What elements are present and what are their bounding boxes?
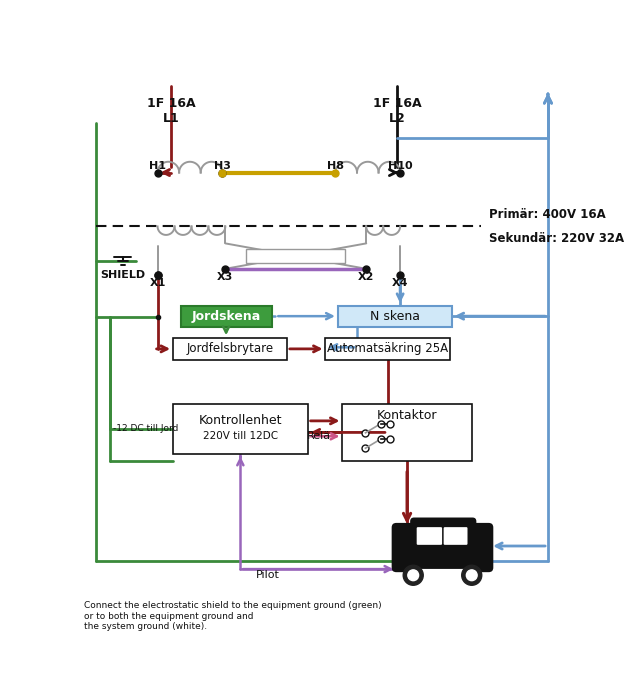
FancyBboxPatch shape xyxy=(325,338,450,360)
Text: Automatsäkring 25A: Automatsäkring 25A xyxy=(327,342,448,356)
Text: 220V till 12DC: 220V till 12DC xyxy=(203,431,278,441)
Text: Jordfelsbrytare: Jordfelsbrytare xyxy=(186,342,274,356)
FancyBboxPatch shape xyxy=(416,527,442,545)
Text: X4: X4 xyxy=(392,278,408,288)
FancyBboxPatch shape xyxy=(444,527,468,545)
FancyBboxPatch shape xyxy=(173,338,287,360)
Circle shape xyxy=(466,570,477,581)
Text: H1: H1 xyxy=(149,162,166,172)
FancyBboxPatch shape xyxy=(392,523,494,572)
Text: Connect the electrostatic shield to the equipment ground (green)
or to both the : Connect the electrostatic shield to the … xyxy=(85,601,382,631)
FancyBboxPatch shape xyxy=(337,306,452,326)
Text: 1F 16A
L1: 1F 16A L1 xyxy=(147,97,196,125)
FancyBboxPatch shape xyxy=(343,403,471,461)
Text: SHIELD: SHIELD xyxy=(100,270,145,280)
Text: Kontaktor: Kontaktor xyxy=(377,410,437,422)
Text: N skena: N skena xyxy=(370,309,420,323)
Text: H8: H8 xyxy=(327,162,344,172)
Text: 1F 16A
L2: 1F 16A L2 xyxy=(373,97,422,125)
Text: Sekundär: 220V 32A: Sekundär: 220V 32A xyxy=(489,232,624,244)
Text: Pilot: Pilot xyxy=(256,570,279,580)
Text: X1: X1 xyxy=(149,278,166,288)
Text: Relä: Relä xyxy=(307,431,331,441)
FancyBboxPatch shape xyxy=(173,403,308,454)
Circle shape xyxy=(408,570,418,581)
FancyBboxPatch shape xyxy=(410,517,477,550)
Text: X3: X3 xyxy=(217,272,233,281)
Circle shape xyxy=(403,566,423,585)
Text: H10: H10 xyxy=(388,162,413,172)
Text: Kontrollenhet: Kontrollenhet xyxy=(198,414,282,427)
Text: H3: H3 xyxy=(214,162,231,172)
Text: Jordskena: Jordskena xyxy=(191,309,261,323)
Text: X2: X2 xyxy=(358,272,374,281)
Text: -12 DC till Jord: -12 DC till Jord xyxy=(113,424,179,433)
Text: Primär: 400V 16A: Primär: 400V 16A xyxy=(489,209,605,221)
FancyBboxPatch shape xyxy=(181,306,272,326)
Circle shape xyxy=(462,566,482,585)
FancyBboxPatch shape xyxy=(246,249,345,263)
